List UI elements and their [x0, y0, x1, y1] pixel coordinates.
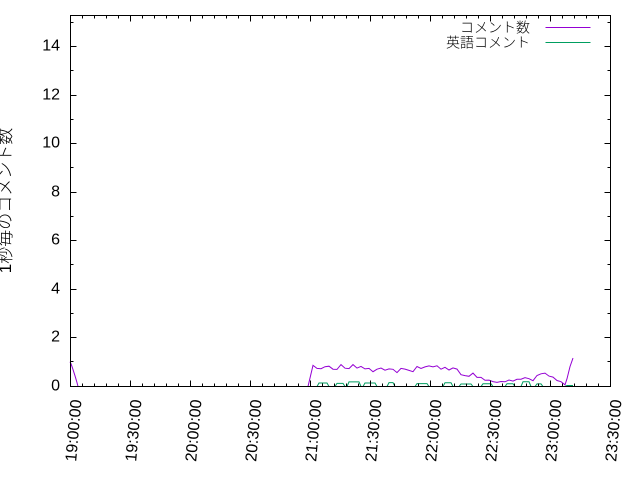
- svg-text:12: 12: [42, 86, 60, 103]
- svg-text:0: 0: [51, 377, 60, 394]
- svg-text:英語コメント: 英語コメント: [446, 35, 530, 51]
- svg-text:4: 4: [51, 280, 60, 297]
- svg-text:6: 6: [51, 231, 60, 248]
- svg-text:14: 14: [42, 37, 60, 54]
- svg-text:8: 8: [51, 183, 60, 200]
- svg-text:2: 2: [51, 328, 60, 345]
- svg-text:1秒毎のコメント数: 1秒毎のコメント数: [0, 128, 15, 273]
- svg-text:コメント数: コメント数: [460, 20, 530, 36]
- svg-text:10: 10: [42, 134, 60, 151]
